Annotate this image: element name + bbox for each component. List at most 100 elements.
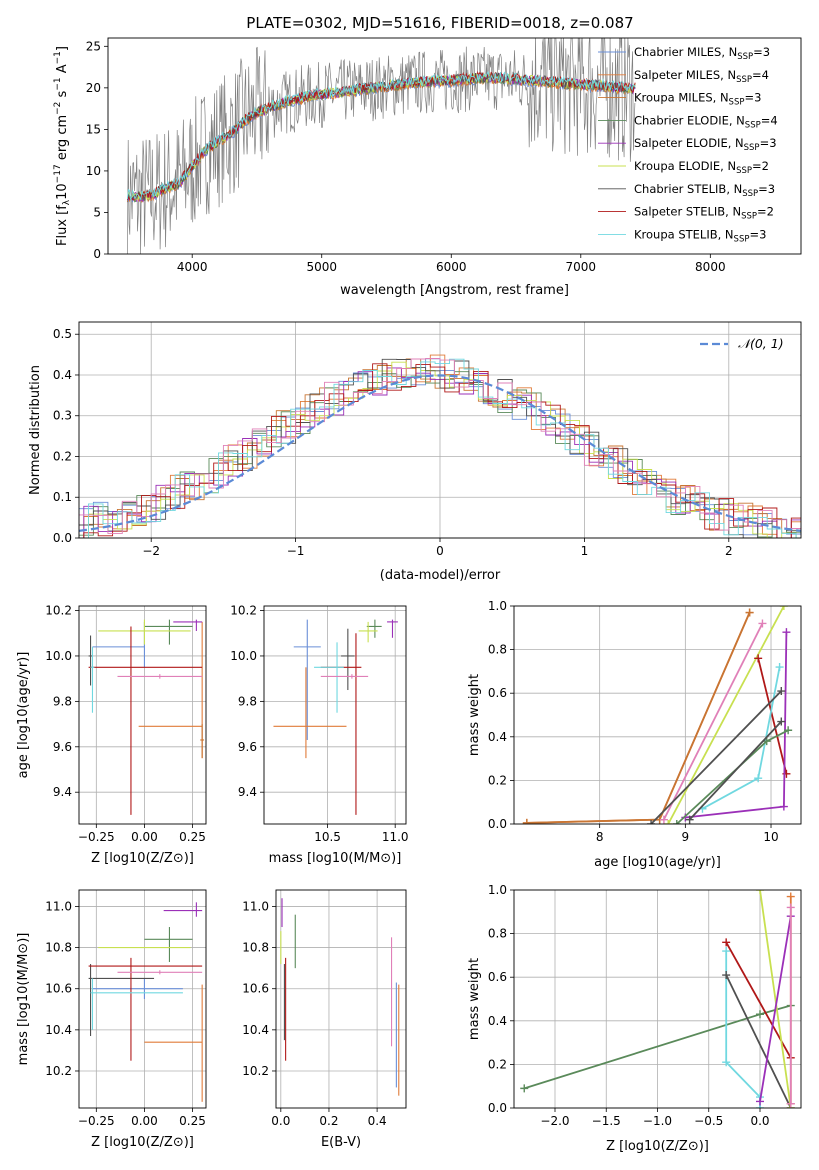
y-tick-label: 0.5	[53, 327, 72, 341]
x-tick-label: 0.4	[368, 1114, 387, 1128]
mass-weight-marker-pink	[758, 619, 767, 628]
mass-weight-marker-chabrier_stelib	[777, 717, 786, 726]
mass_weight_vs_Z-plot-area	[520, 890, 795, 1108]
histogram-step-salpeter_miles	[79, 354, 801, 538]
mass_weight_vs_age-frame	[513, 605, 802, 825]
y-tick-label: 0.0	[53, 531, 72, 545]
mass_weight_vs_age-axes: 8 9 10 0.0 0.2 0.4 0.6 0.8 1.0	[488, 599, 801, 844]
legend-label-salpeter_elodie: Salpeter ELODIE, NSSP=3	[634, 136, 777, 153]
mass-weight-marker-chabrier_stelib	[647, 820, 656, 824]
y-tick-label: 0.3	[53, 409, 72, 423]
mass-weight-marker-chabrier_stelib	[722, 971, 731, 980]
mass_vs_Z-axes: −0.25 0.00 0.25 10.2 10.4 10.6 10.8 11.0	[45, 890, 206, 1128]
mass_vs_ebv-frame	[275, 889, 407, 1109]
y-tick-label: 10.0	[230, 649, 257, 663]
y-tick-label: 10.6	[242, 982, 269, 996]
legend-label-count: =3	[758, 182, 775, 196]
age_vs_Z-plot-area	[88, 619, 205, 815]
mass-weight-marker-chabrier_stelib	[777, 687, 786, 696]
y-tick-label: 10.2	[230, 604, 257, 618]
y-tick-label: 0.4	[53, 368, 72, 382]
model-spectrum-line-chabrier_elodie	[126, 73, 636, 203]
x-axis-label: (data-model)/error	[380, 568, 501, 583]
mass_weight_vs_age-plot-area	[522, 606, 793, 824]
y-tick-label: 1.0	[488, 883, 507, 897]
x-axis-label: wavelength [Angstrom, rest frame]	[340, 283, 569, 298]
legend-label-subscript: SSP	[741, 212, 757, 222]
legend-label-subscript: SSP	[736, 75, 752, 85]
mass-weight-marker-kroupa_elodie	[779, 606, 788, 610]
x-tick-label: 1	[581, 544, 589, 558]
mass_weight_vs_Z-frame	[513, 889, 802, 1109]
x-tick-label: −2	[142, 544, 160, 558]
age_vs_Z-axes: −0.25 0.00 0.25 9.4 9.6 9.8 10.0 10.2	[45, 604, 206, 844]
x-axis-label: Z [log10(Z/Z⊙)]	[91, 1135, 194, 1150]
mass-weight-marker-chabrier_elodie	[520, 1084, 529, 1093]
histogram-step-salpeter_elodie	[79, 367, 801, 538]
legend-label-subscript: SSP	[742, 189, 758, 199]
spectrum-axes: 4000 5000 6000 7000 8000 0 5 10 15 20 25	[86, 39, 726, 274]
mass-weight-marker-pink	[786, 903, 795, 912]
model-spectrum-line-kroupa_miles	[126, 73, 633, 203]
figure-title: PLATE=0302, MJD=51616, FIBERID=0018, z=0…	[246, 14, 633, 32]
y-tick-label: 10.0	[45, 649, 72, 663]
mass-weight-marker-pink	[786, 1099, 795, 1108]
mass_vs_ebv-plot-area	[280, 898, 400, 1096]
y-tick-label: 0.4	[488, 730, 507, 744]
x-tick-label: 0.00	[131, 1114, 158, 1128]
mass-weight-marker-kroupa_miles	[745, 608, 754, 617]
y-tick-label: 10	[86, 164, 101, 178]
legend-label-text: Chabrier STELIB, N	[634, 182, 742, 196]
legend-label-text: Salpeter STELIB, N	[634, 205, 741, 219]
mass-weight-marker-kroupa_elodie	[756, 890, 764, 894]
y-tick-label: 11.0	[45, 899, 72, 913]
mass-weight-marker-salpeter_miles	[786, 892, 795, 901]
y-tick-label: 9.8	[238, 694, 257, 708]
mass-weight-marker-chabrier_stelib	[685, 815, 694, 824]
x-tick-label: −0.25	[78, 1114, 115, 1128]
legend-label-text: Chabrier MILES, N	[634, 45, 737, 59]
legend-label-subscript: SSP	[734, 234, 750, 244]
mass-weight-marker-salpeter_elodie	[756, 1097, 764, 1106]
age_vs_mass-axes: 10.5 11.0 9.4 9.6 9.8 10.0 10.2	[230, 604, 408, 844]
y-tick-label: 10.2	[45, 1064, 72, 1078]
y-tick-label: 1.0	[488, 599, 507, 613]
x-tick-label: 8000	[695, 260, 726, 274]
y-tick-label: 0.2	[488, 1057, 507, 1071]
legend-label-text: Kroupa ELODIE, N	[634, 159, 736, 173]
x-tick-label: 9	[682, 830, 690, 844]
residuals-plot-area	[79, 354, 801, 538]
legend-label-count: =2	[757, 205, 774, 219]
mass-weight-line-salpeter_elodie	[759, 916, 792, 1102]
x-axis-label: Z [log10(Z/Z⊙)]	[606, 1139, 709, 1154]
x-tick-label: 0	[436, 544, 444, 558]
y-axis-label: mass [log10(M/M⊙)]	[16, 933, 31, 1066]
y-tick-label: 9.8	[53, 694, 72, 708]
y-tick-label: 10.8	[45, 941, 72, 955]
x-tick-label: 0.25	[179, 830, 206, 844]
legend-label-salpeter_stelib: Salpeter STELIB, NSSP=2	[634, 205, 774, 222]
legend-label-text: Salpeter MILES, N	[634, 68, 736, 82]
legend-label-subscript: SSP	[736, 166, 752, 176]
y-tick-label: 10.2	[45, 604, 72, 618]
y-tick-label: 10.8	[242, 941, 269, 955]
model-spectrum-line-chabrier_miles	[126, 74, 633, 203]
mass-weight-marker-kroupa_stelib	[775, 663, 784, 672]
y-tick-label: 0.6	[488, 686, 507, 700]
x-tick-label: 2	[725, 544, 733, 558]
legend-label-subscript: SSP	[745, 120, 761, 130]
legend-label-chabrier_stelib: Chabrier STELIB, NSSP=3	[634, 182, 775, 199]
x-tick-label: 10	[763, 830, 778, 844]
x-tick-label: 0.2	[319, 1114, 338, 1128]
histogram-step-pink	[79, 358, 801, 538]
x-tick-label: 10.5	[314, 830, 341, 844]
spectrum-plot-area	[126, 38, 636, 254]
legend-label-count: =3	[744, 91, 761, 105]
legend-label-text: Salpeter ELODIE, N	[634, 136, 744, 150]
legend-label-count: =4	[761, 113, 778, 127]
x-axis-label: mass [log10(M/M⊙)]	[269, 851, 402, 866]
histogram-step-kroupa_elodie	[79, 361, 801, 538]
mass-weight-line-chabrier_stelib	[650, 690, 782, 824]
y-tick-label: 9.6	[53, 740, 72, 754]
x-tick-label: 0.25	[179, 1114, 206, 1128]
